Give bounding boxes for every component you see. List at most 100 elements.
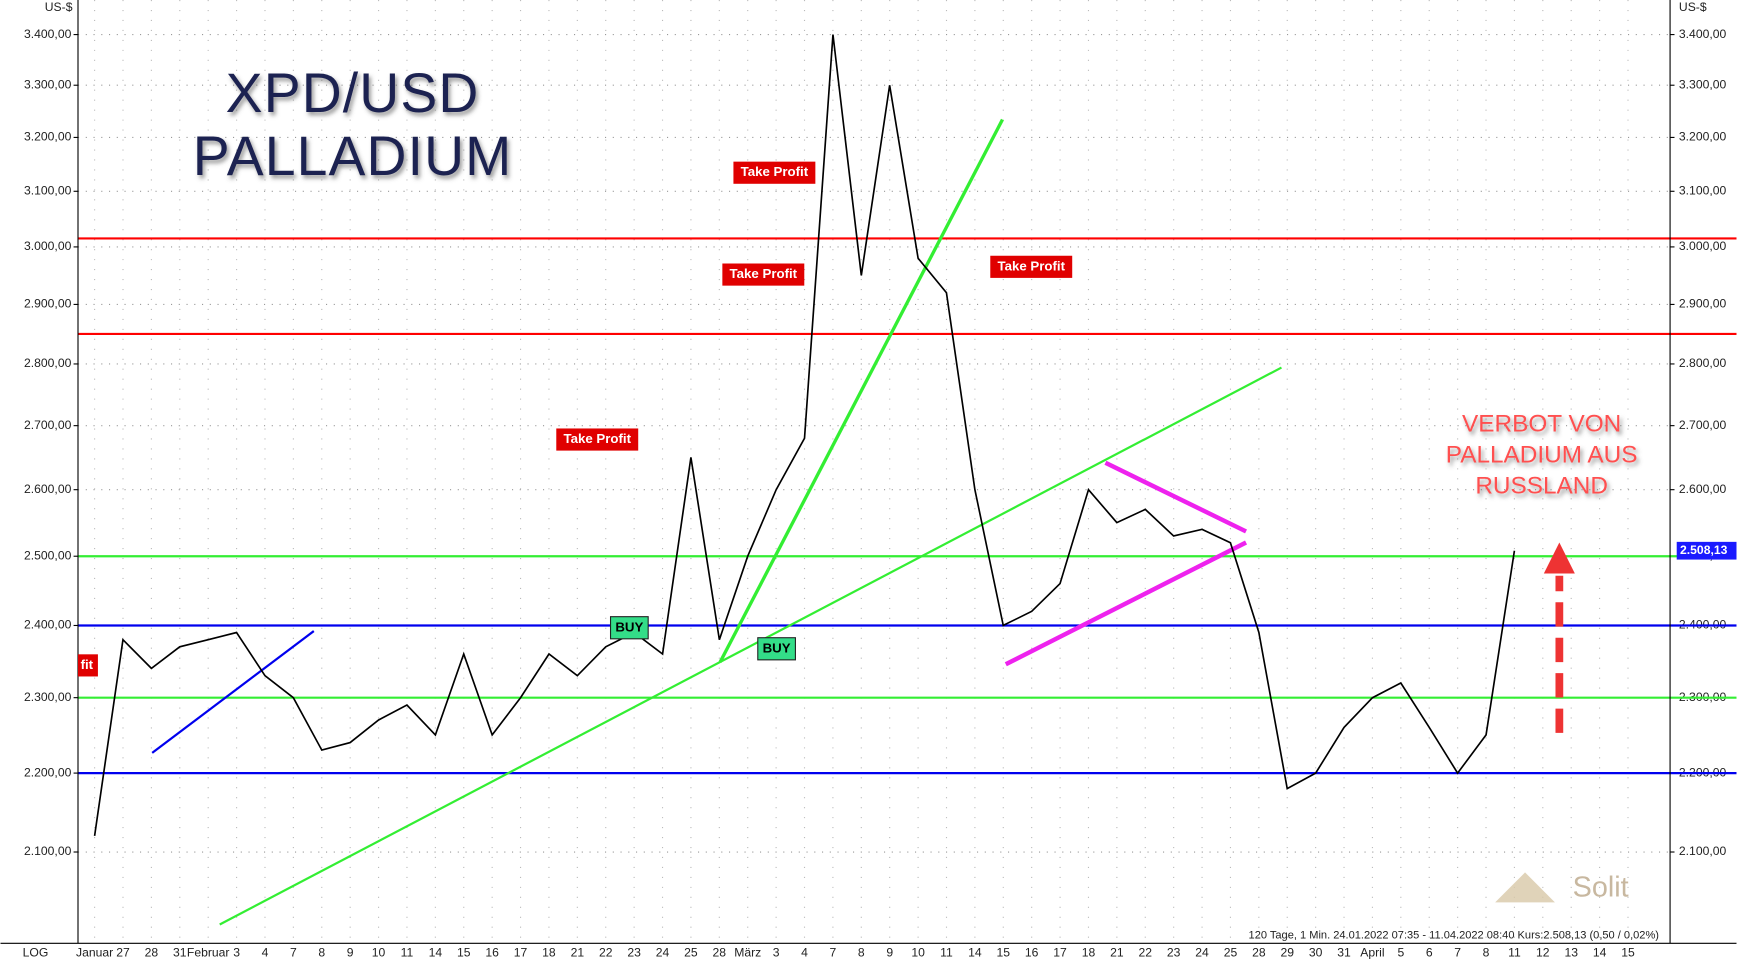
x-tick-label: 14 (968, 945, 982, 959)
annotation: BUY (763, 640, 791, 655)
x-tick-label: 5 (1397, 945, 1404, 959)
price-line (93, 34, 1516, 837)
x-tick-label: 8 (1483, 945, 1490, 959)
x-tick-label: 10 (911, 945, 925, 959)
y-tick-label: 2.700,00 (24, 418, 72, 432)
x-tick-label: 28 (145, 945, 159, 959)
x-tick-label: 31 (1337, 945, 1351, 959)
buy-box (757, 637, 796, 661)
buy-box (609, 616, 649, 640)
x-tick-label: 18 (1082, 945, 1096, 959)
y-tick-label-right: 3.100,00 (1679, 184, 1727, 198)
y-unit-right: US-$ (1679, 0, 1707, 14)
y-tick-label: 3.200,00 (24, 130, 72, 144)
levels (78, 237, 1737, 775)
logo: Solit (1573, 872, 1629, 904)
x-tick-label: 11 (940, 945, 953, 959)
x-tick-label: 21 (1110, 945, 1124, 959)
triangle-line (1004, 540, 1248, 667)
y-tick-label-right: 3.000,00 (1679, 239, 1727, 253)
x-tick-label: 8 (318, 945, 325, 959)
trend-lines (151, 118, 1282, 926)
y-tick-label: 3.000,00 (24, 239, 72, 253)
x-tick-label: 17 (514, 945, 528, 959)
x-tick-label: 25 (684, 945, 698, 959)
x-tick-label: April (1360, 945, 1384, 959)
arrow-head (1543, 542, 1575, 574)
x-tick-label: 7 (1454, 945, 1461, 959)
x-tick-label: 11 (1508, 945, 1521, 959)
x-tick-label: 15 (1621, 945, 1635, 959)
y-tick-label: 2.100,00 (24, 844, 72, 858)
annotation: Take Profit (997, 258, 1065, 273)
x-tick-label: 22 (1138, 945, 1152, 959)
tp-box (990, 255, 1073, 278)
annotation: Take Profit (563, 431, 631, 446)
y-tick-label-right: 2.900,00 (1679, 297, 1727, 311)
y-tick-label-right: 2.700,00 (1679, 418, 1727, 432)
x-tick-label: 28 (713, 945, 727, 959)
x-tick-label: 7 (830, 945, 837, 959)
x-tick-label: 3 (773, 945, 780, 959)
x-tick-label: 4 (801, 945, 808, 959)
y-tick-label: 2.800,00 (24, 356, 72, 370)
x-tick-label: Januar (76, 945, 113, 959)
tp-box (78, 654, 98, 677)
x-tick-label: 12 (1536, 945, 1550, 959)
x-tick-label: 3 (233, 945, 240, 959)
y-tick-label: 3.400,00 (24, 27, 72, 41)
x-tick-label: 24 (1195, 945, 1209, 959)
x-tick-label: 7 (290, 945, 297, 959)
x-tick-label: 24 (656, 945, 670, 959)
tp-box (722, 263, 805, 286)
annotations: Take Profit Take Profit Take Profit Take… (78, 161, 1073, 677)
x-tick-label: 23 (1167, 945, 1181, 959)
annotation: fit (81, 657, 94, 672)
banner: PALLADIUM AUS (1446, 442, 1638, 469)
x-tick-label: 18 (542, 945, 556, 959)
x-tick-label: Februar (187, 945, 230, 959)
last-price-box (1676, 541, 1737, 560)
x-axis-label: LOG (23, 945, 49, 959)
y-tick-label: 2.500,00 (24, 548, 72, 562)
tp-box (733, 161, 816, 184)
x-tick-label: 13 (1564, 945, 1578, 959)
x-tick-label: 31 (173, 945, 187, 959)
x-tick-label: 4 (262, 945, 269, 959)
last-price-label: 2.508,13 (1680, 543, 1728, 557)
x-tick-label: 10 (372, 945, 386, 959)
title: PALLADIUM (193, 125, 513, 187)
trend-line (718, 118, 1004, 663)
x-tick-label: 14 (429, 945, 443, 959)
y-tick-label-right: 2.800,00 (1679, 356, 1727, 370)
x-tick-label: 6 (1426, 945, 1433, 959)
x-tick-label: 25 (1224, 945, 1238, 959)
annotation: Take Profit (730, 266, 798, 281)
triangle-line (1104, 460, 1248, 534)
banner: VERBOT VON (1462, 411, 1621, 438)
x-tick-label: 16 (485, 945, 499, 959)
annotation: Take Profit (741, 164, 809, 179)
plot: 2.508,13 (93, 34, 1737, 837)
trend-line (151, 630, 315, 754)
trend-line (219, 366, 1282, 926)
logo-mark (1495, 872, 1555, 903)
x-tick-label: 22 (599, 945, 613, 959)
footer: 120 Tage, 1 Min. 24.01.2022 07:35 - 11.0… (1249, 929, 1659, 941)
x-tick-label: 9 (347, 945, 354, 959)
x-tick-label: 28 (1252, 945, 1266, 959)
x-tick-label: 27 (116, 945, 130, 959)
title: XPD/USD (226, 62, 480, 124)
y-tick-label-right: 3.300,00 (1679, 77, 1727, 91)
tp-box (556, 428, 639, 451)
x-tick-label: 17 (1053, 945, 1067, 959)
x-tick-label: 30 (1309, 945, 1323, 959)
x-tick-label: 9 (886, 945, 893, 959)
y-tick-label: 2.900,00 (24, 297, 72, 311)
y-tick-label: 2.600,00 (24, 482, 72, 496)
y-tick-label-right: 3.400,00 (1679, 27, 1727, 41)
annotation: BUY (615, 619, 643, 634)
